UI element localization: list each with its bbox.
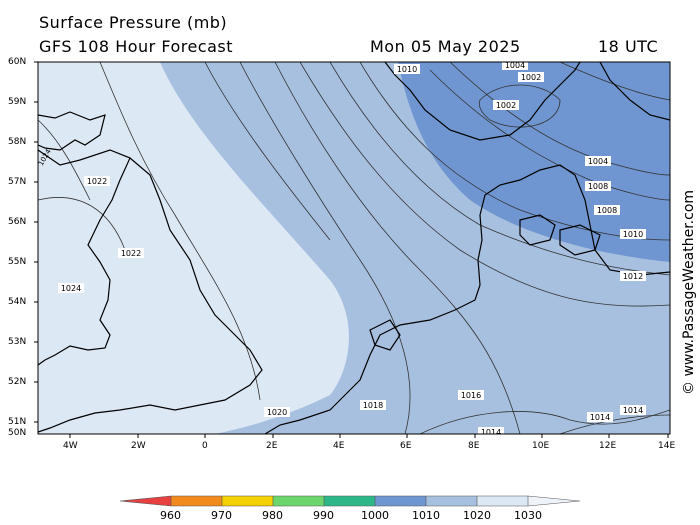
lon-label: 12E [599,441,617,451]
svg-text:1004: 1004 [588,157,608,166]
isobar-label: 1004 [585,156,611,166]
isobar-label: 1008 [594,205,620,215]
svg-text:1010: 1010 [623,230,643,239]
lat-label: 59N [8,97,27,107]
site-credit: © www.PassageWeather.com [678,150,698,400]
colorbar-label: 1020 [463,509,491,522]
colorbar-label: 1000 [361,509,389,522]
colorbar [119,495,581,507]
lon-label: 4W [63,441,78,451]
isobar-label: 1004 [502,61,528,70]
isobar-label: 1024 [58,283,84,293]
coastlines [38,62,670,434]
lat-label: 52N [8,377,27,387]
colorbar-label: 990 [313,509,334,522]
svg-text:1016: 1016 [461,391,481,400]
valid-time: 18 UTC [598,37,659,56]
colorbar-segment [375,496,426,506]
svg-text:1018: 1018 [363,401,383,410]
isobar-label: 1018 [360,400,386,410]
svg-text:1004: 1004 [505,61,525,70]
colorbar-segment [171,496,222,506]
isobar-label: 1010 [394,64,420,74]
lat-label: 58N [8,137,27,147]
colorbar-label: 980 [262,509,283,522]
map-frame [37,61,671,435]
svg-text:© www.PassageWeather.com: © www.PassageWeather.com [681,190,697,395]
lon-label: 6E [400,441,412,451]
colorbar-segment [426,496,477,506]
svg-text:1014: 1014 [590,413,610,422]
map-field: 1010 1004 1002 1002 1004 1008 1008 1010 … [38,61,670,437]
lat-label: 53N [8,337,27,347]
svg-text:1014: 1014 [481,428,501,437]
axis-ticks [34,61,669,438]
lon-label: 14E [658,441,676,451]
lon-label: 8E [468,441,480,451]
colorbar-segment [222,496,273,506]
colorbar-label: 970 [211,509,232,522]
isobar-label: 1016 [458,390,484,400]
lat-label: 55N [8,257,27,267]
chart-subtitle: GFS 108 Hour Forecast [39,37,234,56]
svg-text:1020: 1020 [267,408,287,417]
isobar-labels: 1010 1004 1002 1002 1004 1008 1008 1010 … [38,61,646,437]
isobar-label: 1022 [118,248,144,258]
lon-label: 2E [266,441,278,451]
colorbar-label: 960 [160,509,181,522]
colorbar-label: 1030 [514,509,542,522]
isobar-label: 1002 [518,72,544,82]
colorbar-segment [273,496,324,506]
svg-text:1024: 1024 [61,284,81,293]
svg-text:1012: 1012 [623,272,643,281]
isobar-label: 1020 [264,407,290,417]
lat-label: 51N [8,417,27,427]
svg-text:1008: 1008 [597,206,617,215]
isobar-label: 1012 [620,271,646,281]
chart-title: Surface Pressure (mb) [39,13,228,32]
valid-date: Mon 05 May 2025 [370,37,521,56]
lat-label: 50N [8,428,27,438]
isobar-label: 1022 [84,176,110,186]
colorbar-segment [324,496,375,506]
lon-label: 2W [131,441,146,451]
lat-label: 57N [8,177,27,187]
svg-text:1022: 1022 [121,249,141,258]
lat-label: 56N [8,217,27,227]
colorbar-segment [120,496,171,506]
svg-text:1002: 1002 [521,73,541,82]
lat-label: 54N [8,297,27,307]
isobars [38,62,670,434]
lat-label: 60N [8,57,27,67]
isobar-label: 1002 [493,100,519,110]
isobar-label: 1008 [585,181,611,191]
isobar-label: 1010 [620,229,646,239]
lon-label: 4E [333,441,345,451]
svg-text:1002: 1002 [496,101,516,110]
lon-label: 10E [532,441,550,451]
isobar-label: 1014 [478,427,504,437]
colorbar-segment [528,496,580,506]
colorbar-segment [477,496,528,506]
svg-text:1008: 1008 [588,182,608,191]
isobar-label: 1014 [587,412,613,422]
isobar-label: 1014 [620,405,646,415]
svg-text:1022: 1022 [87,177,107,186]
svg-text:1014: 1014 [623,406,643,415]
svg-text:1010: 1010 [397,65,417,74]
lon-label: 0 [202,441,208,451]
colorbar-label: 1010 [412,509,440,522]
